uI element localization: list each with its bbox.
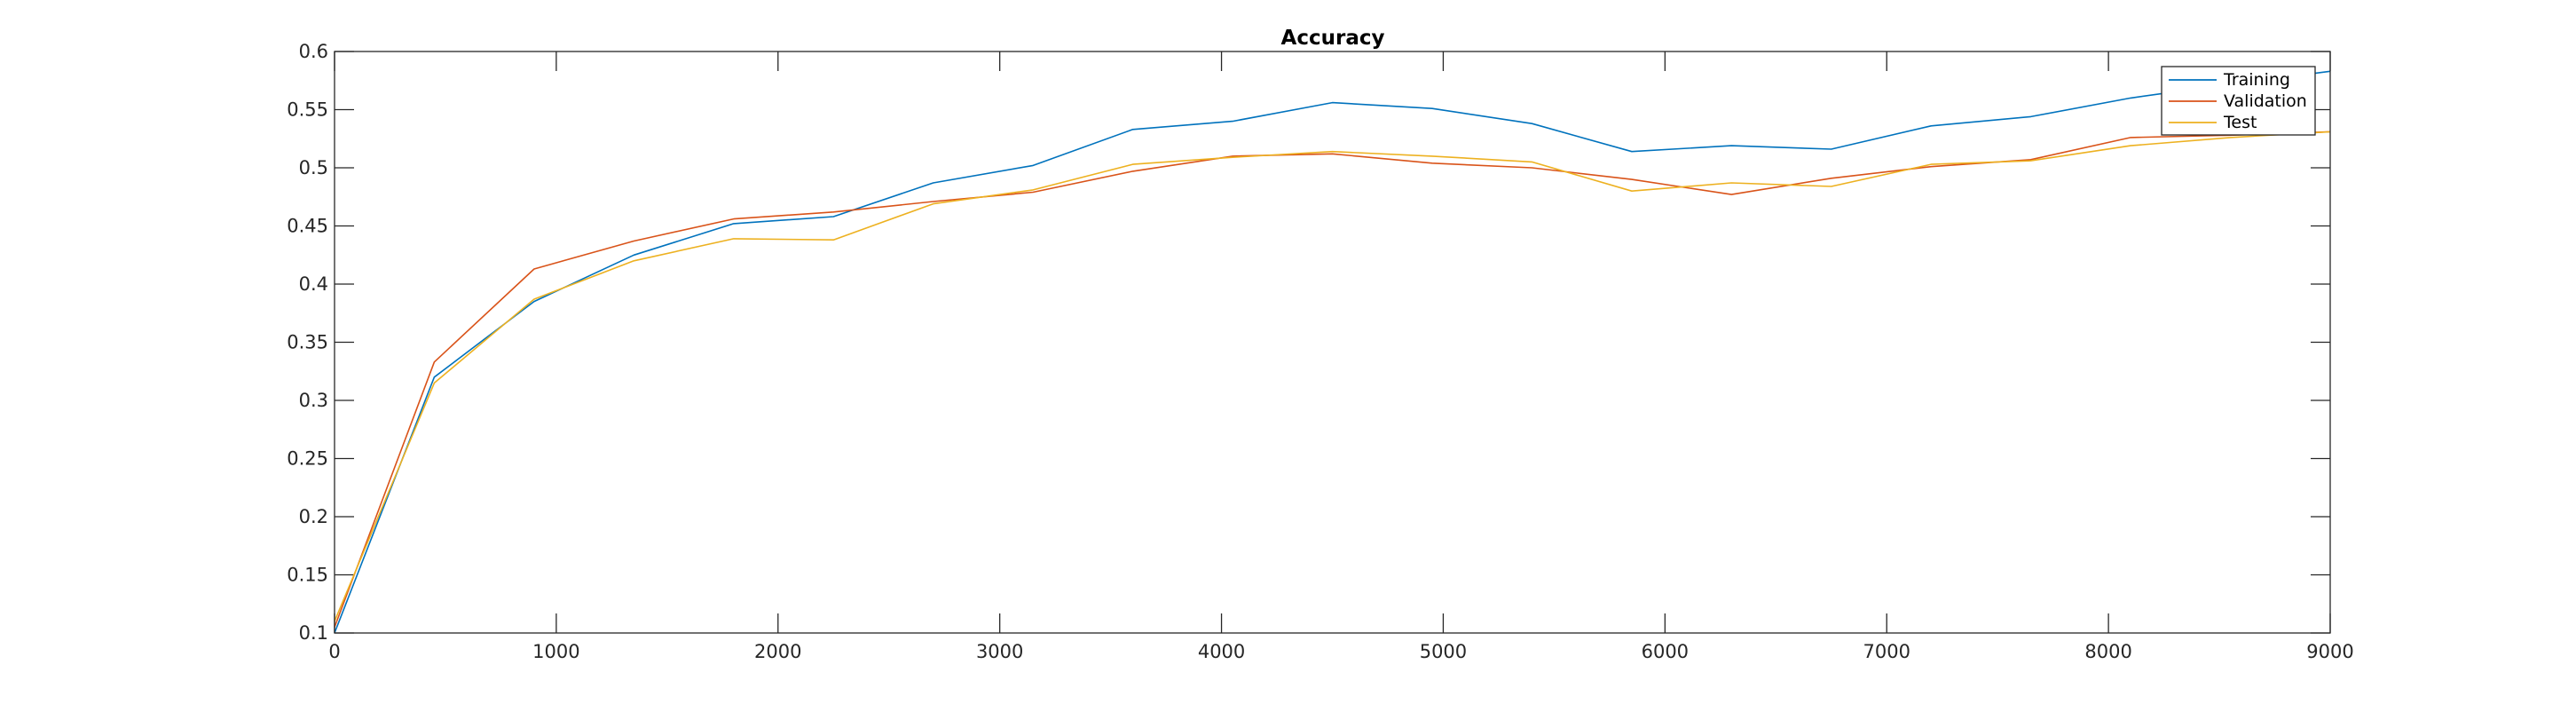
x-tick-label: 1000	[532, 641, 579, 662]
x-tick-label: 2000	[754, 641, 801, 662]
x-tick-label: 7000	[1863, 641, 1910, 662]
legend-label-test: Test	[2223, 113, 2257, 132]
x-tick-label: 3000	[976, 641, 1023, 662]
y-tick-label: 0.6	[299, 41, 328, 62]
y-tick-label: 0.4	[299, 273, 328, 295]
chart-title: Accuracy	[1281, 27, 1385, 50]
x-tick-label: 4000	[1198, 641, 1245, 662]
plot-area	[335, 51, 2330, 633]
y-tick-label: 0.3	[299, 390, 328, 411]
x-tick-label: 5000	[1420, 641, 1467, 662]
x-tick-label: 9000	[2306, 641, 2353, 662]
x-tick-label: 0	[328, 641, 340, 662]
series-line-test	[334, 131, 2331, 622]
legend-label-validation: Validation	[2224, 91, 2307, 111]
legend-label-training: Training	[2223, 70, 2290, 90]
x-tick-label: 8000	[2084, 641, 2131, 662]
series-line-training	[334, 70, 2331, 634]
y-tick-label: 0.35	[287, 332, 328, 353]
y-tick-label: 0.2	[299, 506, 328, 527]
y-tick-label: 0.25	[287, 448, 328, 470]
y-tick-label: 0.15	[287, 565, 328, 586]
x-tick-label: 6000	[1642, 641, 1689, 662]
y-tick-label: 0.55	[287, 99, 328, 121]
axis-ticks: 0 1000 2000 3000 4000 5000 6000 7000 8000 9000 0.1…	[287, 41, 2353, 662]
series-layer	[334, 70, 2331, 634]
y-tick-label: 0.1	[299, 622, 328, 644]
plot-frame	[334, 51, 2331, 634]
y-tick-label: 0.45	[287, 216, 328, 237]
y-tick-label: 0.5	[299, 157, 328, 178]
